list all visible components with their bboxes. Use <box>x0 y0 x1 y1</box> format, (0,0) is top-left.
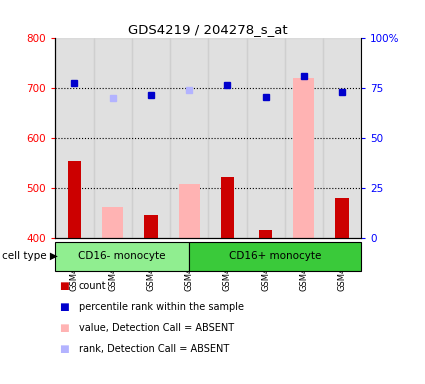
Bar <box>335 198 349 238</box>
Bar <box>178 184 200 238</box>
Text: ■: ■ <box>60 302 69 312</box>
Bar <box>323 38 361 238</box>
Bar <box>94 38 132 238</box>
Bar <box>285 38 323 238</box>
Text: count: count <box>79 281 106 291</box>
Text: ■: ■ <box>60 281 69 291</box>
Bar <box>68 161 81 238</box>
Text: rank, Detection Call = ABSENT: rank, Detection Call = ABSENT <box>79 344 229 354</box>
Bar <box>132 38 170 238</box>
Text: CD16+ monocyte: CD16+ monocyte <box>229 251 321 262</box>
Bar <box>246 38 285 238</box>
Bar <box>102 207 123 238</box>
Title: GDS4219 / 204278_s_at: GDS4219 / 204278_s_at <box>128 23 288 36</box>
Bar <box>293 78 314 238</box>
Text: ■: ■ <box>60 344 69 354</box>
Bar <box>221 177 234 238</box>
Text: percentile rank within the sample: percentile rank within the sample <box>79 302 244 312</box>
Bar <box>55 38 94 238</box>
Bar <box>208 38 246 238</box>
Bar <box>144 215 158 238</box>
Bar <box>170 38 208 238</box>
Text: ■: ■ <box>60 323 69 333</box>
Text: cell type ▶: cell type ▶ <box>2 251 58 262</box>
Text: CD16- monocyte: CD16- monocyte <box>79 251 166 262</box>
Bar <box>259 230 272 238</box>
Text: value, Detection Call = ABSENT: value, Detection Call = ABSENT <box>79 323 234 333</box>
